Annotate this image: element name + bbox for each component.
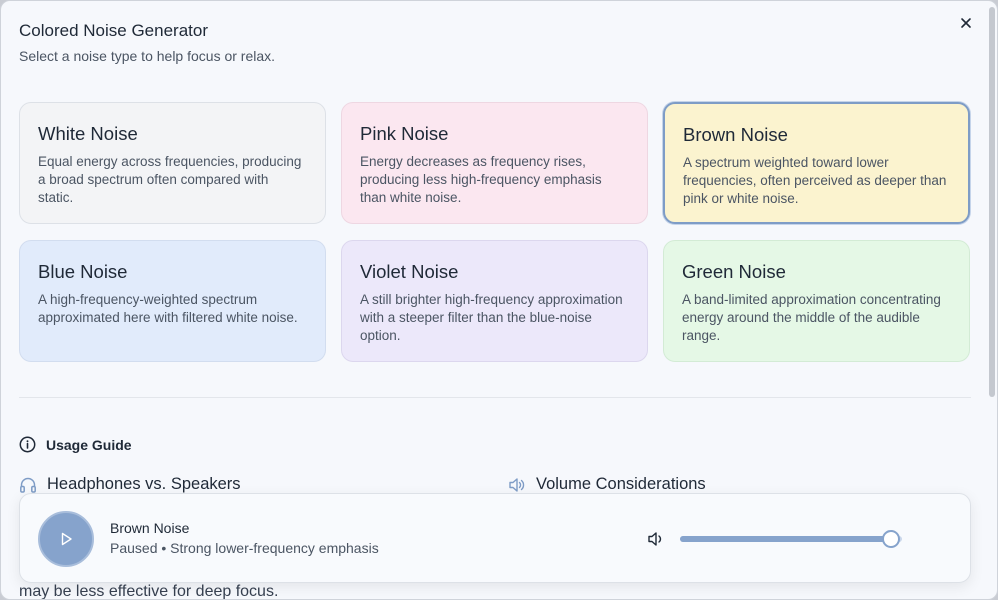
noise-card-green-noise[interactable]: Green Noise A band-limited approximation …: [663, 240, 970, 362]
volume-section-heading: Volume Considerations: [508, 475, 706, 494]
headphones-section-heading: Headphones vs. Speakers: [19, 475, 241, 494]
volume-heading-label: Volume Considerations: [536, 475, 706, 493]
noise-card-pink-noise[interactable]: Pink Noise Energy decreases as frequency …: [341, 102, 648, 224]
scrollbar[interactable]: [989, 7, 995, 397]
headphones-heading-label: Headphones vs. Speakers: [47, 475, 241, 493]
playback-status: Paused • Strong lower-frequency emphasis: [110, 540, 379, 556]
info-icon: [19, 436, 36, 453]
noise-card-description: A band-limited approximation concentrati…: [682, 292, 941, 343]
noise-card-description: Energy decreases as frequency rises, pro…: [360, 154, 602, 205]
noise-card-description: A spectrum weighted toward lower frequen…: [683, 155, 947, 206]
close-button[interactable]: [956, 13, 976, 33]
noise-card-white-noise[interactable]: White Noise Equal energy across frequenci…: [19, 102, 326, 224]
player-bar: Brown Noise Paused • Strong lower-freque…: [19, 493, 971, 583]
noise-card-description: A high-frequency-weighted spectrum appro…: [38, 292, 298, 325]
noise-card-title: Pink Noise: [360, 123, 449, 144]
noise-card-violet-noise[interactable]: Violet Noise A still brighter high-freque…: [341, 240, 648, 362]
usage-guide-label: Usage Guide: [46, 436, 132, 453]
dialog-subtitle: Select a noise type to help focus or rel…: [19, 48, 276, 64]
noise-card-description: Equal energy across frequencies, produci…: [38, 154, 302, 205]
noise-card-title: Blue Noise: [38, 261, 128, 282]
volume-icon[interactable]: [647, 530, 667, 548]
volume-slider-fill: [680, 536, 891, 542]
noise-card-blue-noise[interactable]: Blue Noise A high-frequency-weighted spec…: [19, 240, 326, 362]
play-icon: [61, 532, 72, 546]
usage-guide-heading: Usage Guide: [19, 436, 132, 453]
headphones-icon: [20, 477, 36, 493]
now-playing-title: Brown Noise: [110, 520, 190, 536]
volume-slider[interactable]: [680, 530, 902, 548]
noise-card-title: Green Noise: [682, 261, 786, 282]
volume-slider-thumb[interactable]: [881, 530, 900, 548]
noise-card-title: Violet Noise: [360, 261, 459, 282]
noise-card-brown-noise[interactable]: Brown Noise A spectrum weighted toward lo…: [663, 102, 970, 224]
dialog-title: Colored Noise Generator: [19, 21, 208, 40]
noise-card-description: A still brighter high-frequency approxim…: [360, 292, 623, 343]
noise-card-title: White Noise: [38, 123, 138, 144]
noise-card-title: Brown Noise: [683, 124, 788, 145]
play-button[interactable]: [38, 511, 94, 567]
close-icon: [961, 18, 971, 28]
section-divider: [19, 397, 971, 398]
usage-guide-paragraph-tail: may be less effective for deep focus.: [19, 583, 279, 600]
speaker-icon: [509, 477, 525, 492]
